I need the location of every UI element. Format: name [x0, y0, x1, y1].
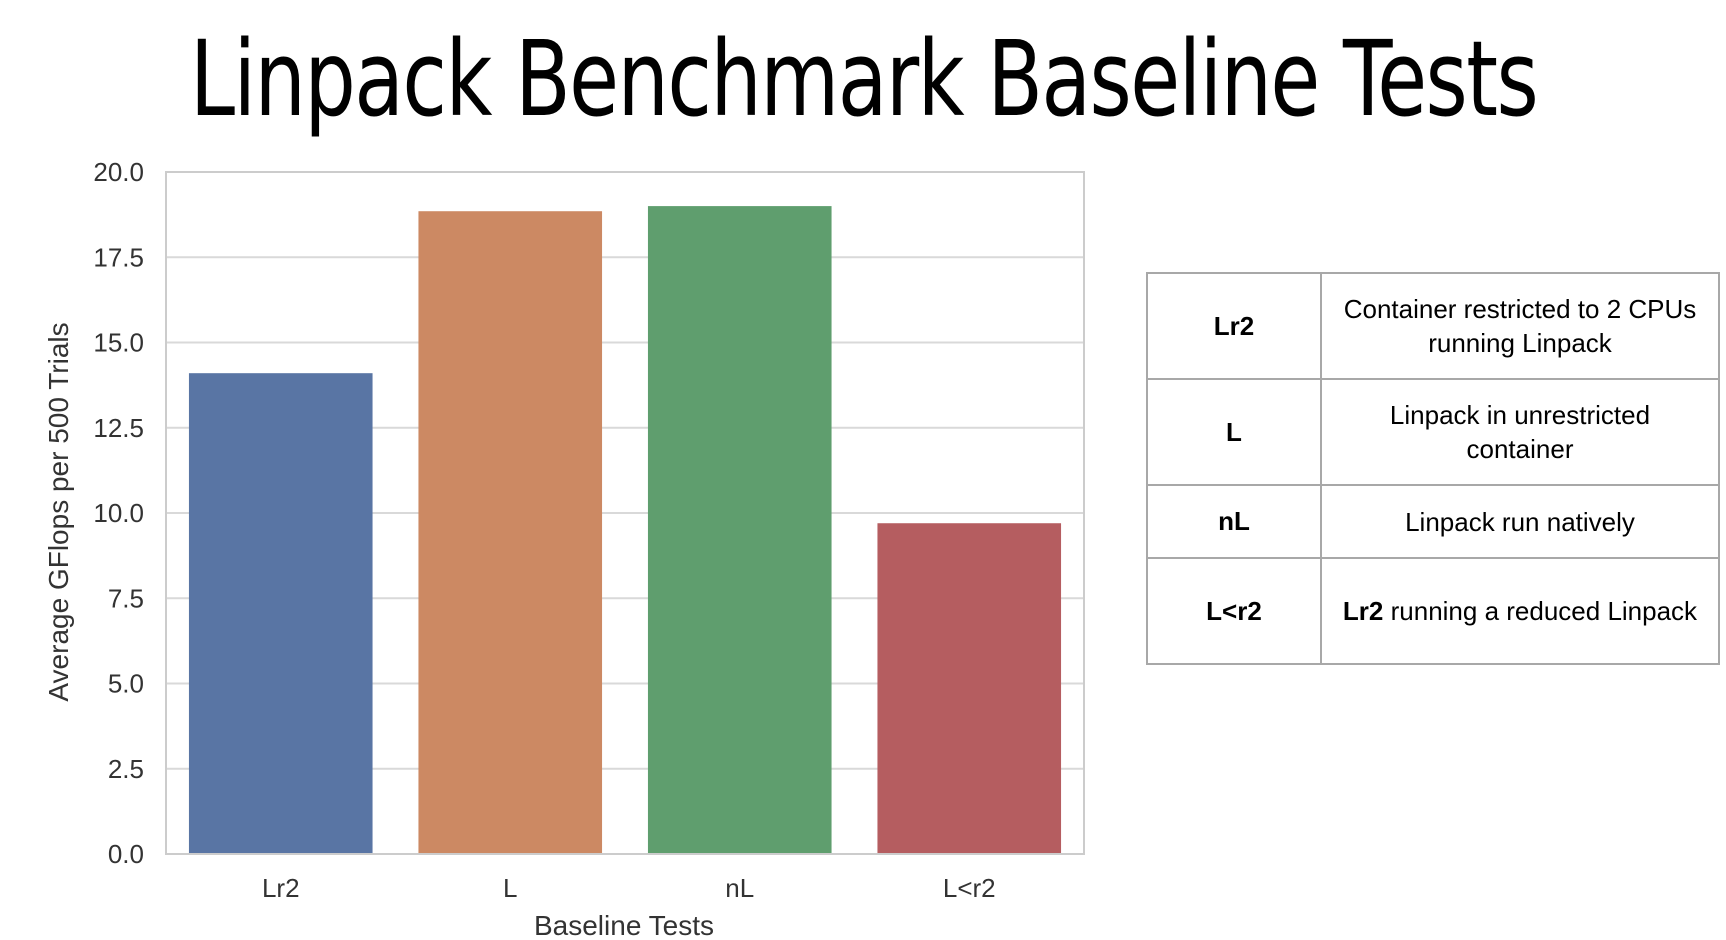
x-tick-label: L<r2: [943, 873, 996, 903]
legend-code: Lr2: [1146, 272, 1322, 380]
legend-table: Lr2 Container restricted to 2 CPUs runni…: [1146, 272, 1720, 665]
legend-description: Linpack in unrestricted container: [1320, 378, 1720, 486]
y-axis-label: Average GFlops per 500 Trials: [43, 322, 74, 701]
legend-row: nL Linpack run natively: [1146, 484, 1720, 559]
bars: [188, 206, 1062, 855]
y-tick-label: 2.5: [108, 754, 144, 784]
plot-area-frame: [165, 171, 1085, 855]
chart-title: Linpack Benchmark Baseline Tests: [189, 18, 1539, 140]
x-tick-label: nL: [725, 873, 754, 903]
legend-code: L<r2: [1146, 557, 1322, 665]
y-tick-label: 10.0: [93, 498, 144, 528]
x-tick-label: Lr2: [262, 873, 300, 903]
legend-row: L Linpack in unrestricted container: [1146, 378, 1720, 486]
legend-description: Linpack run natively: [1320, 484, 1720, 559]
bar-lr2: [188, 373, 373, 854]
y-tick-labels: 0.0 2.5 5.0 7.5 10.0 12.5 15.0 17.5 20.0: [93, 157, 144, 869]
y-tick-label: 5.0: [108, 669, 144, 699]
legend-description-bold: Lr2: [1342, 596, 1384, 626]
y-tick-label: 12.5: [93, 413, 144, 443]
y-tick-label: 17.5: [93, 242, 144, 272]
legend-description-rest: running a reduced Linpack: [1383, 596, 1698, 626]
legend-row: L<r2 Lr2 running a reduced Linpack: [1146, 557, 1720, 665]
legend-description: Container restricted to 2 CPUs running L…: [1320, 272, 1720, 380]
bar-l-r2: [877, 523, 1062, 854]
legend-code: nL: [1146, 484, 1322, 559]
legend-code: L: [1146, 378, 1322, 486]
x-axis-label: Baseline Tests: [534, 910, 714, 940]
legend-row: Lr2 Container restricted to 2 CPUs runni…: [1146, 272, 1720, 380]
x-tick-label: L: [503, 873, 517, 903]
y-tick-label: 7.5: [108, 583, 144, 613]
y-tick-label: 0.0: [108, 839, 144, 869]
y-tick-label: 15.0: [93, 328, 144, 358]
y-tick-label: 20.0: [93, 157, 144, 187]
bar-l: [418, 211, 603, 855]
bar-nl: [647, 206, 832, 855]
legend-description: Lr2 running a reduced Linpack: [1320, 557, 1720, 665]
